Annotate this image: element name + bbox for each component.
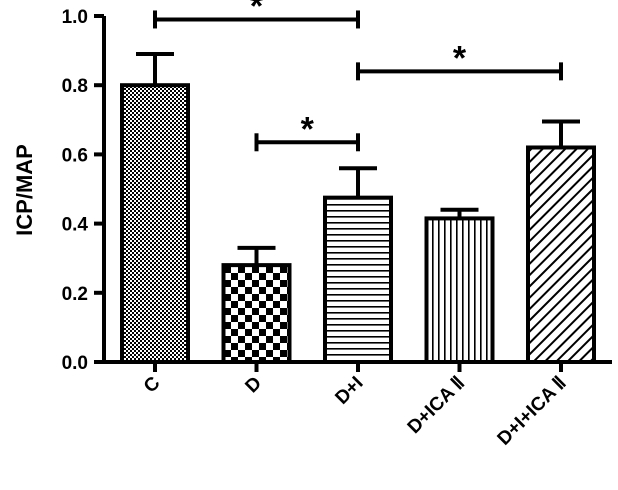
significance-star: * [453,39,467,77]
y-tick-label: 0.0 [62,353,88,374]
x-tick-label: D+ICA Ⅱ [404,373,469,438]
bar [120,83,190,364]
x-tick-label: D+I+ICA Ⅱ [494,373,571,450]
x-tick-label: D [241,373,266,398]
y-tick-label: 0.8 [62,76,88,97]
bar [424,216,495,364]
significance-star: * [301,110,315,148]
bar [221,263,292,364]
bar [323,195,393,364]
significance-star: * [250,0,264,25]
significance-brackets: * * * [153,0,563,152]
y-tick-label: 0.2 [62,284,88,305]
y-axis-title: ICP/MAP [12,144,37,236]
x-tick-label: C [140,372,165,397]
y-axis: 0.0 0.2 0.4 0.6 0.8 1.0 [62,7,106,374]
x-tick-label: D+I [331,373,367,409]
bars [120,52,596,364]
y-tick-label: 0.4 [62,215,89,236]
y-tick-label: 0.6 [62,145,88,166]
bar [526,145,596,364]
x-axis: C D D+I D+ICA Ⅱ D+I+ICA Ⅱ [102,360,612,450]
y-tick-label: 1.0 [62,7,88,28]
